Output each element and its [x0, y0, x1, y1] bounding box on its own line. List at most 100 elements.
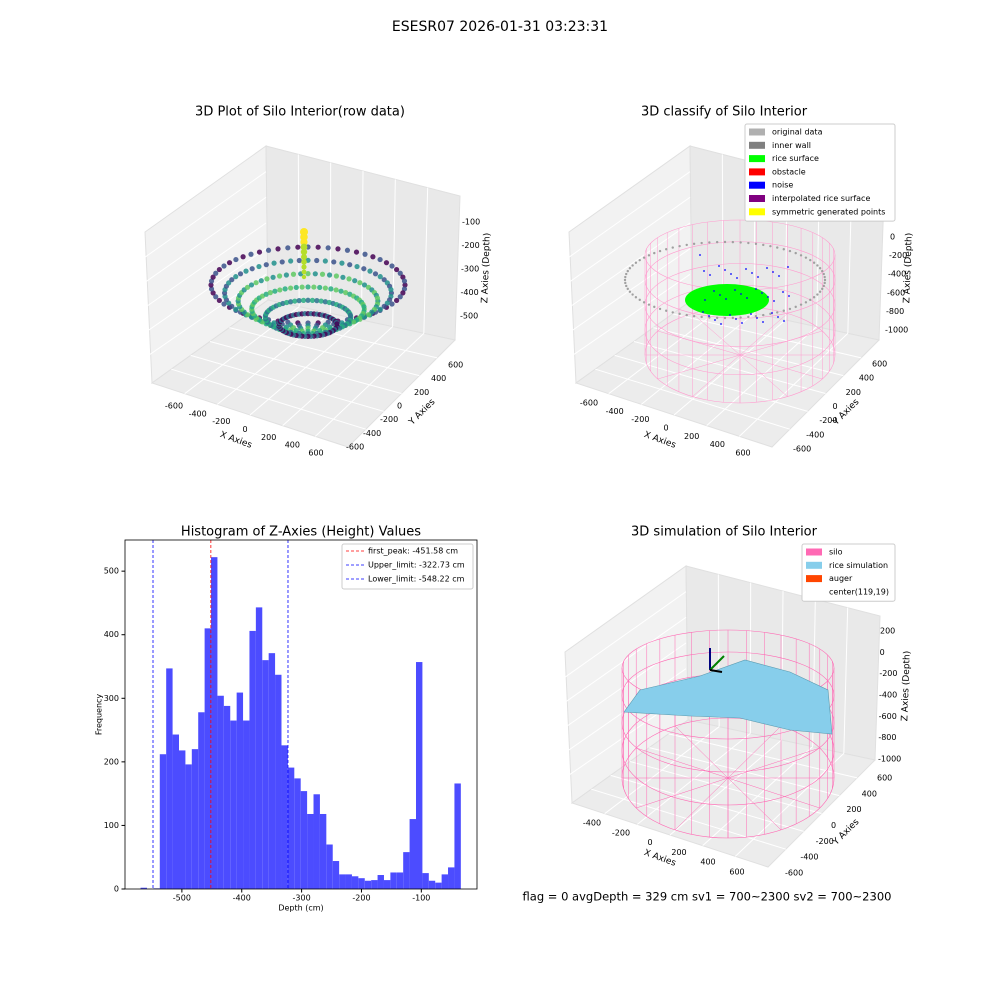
point-cloud: [322, 258, 328, 264]
bar: [415, 662, 423, 889]
point-cloud: [634, 261, 638, 264]
z-axis-label: Z Axies (Depth): [480, 233, 492, 304]
point-cloud: [700, 241, 703, 245]
point-cloud: [822, 272, 825, 276]
x-tick-label: -600: [580, 399, 598, 408]
legend-frame: [341, 543, 474, 590]
point-cloud: [290, 271, 297, 277]
y-tick-label: -400: [363, 429, 381, 438]
z-tick-label: 0: [890, 233, 895, 242]
point-cloud: [333, 287, 339, 293]
point-cloud: [300, 248, 308, 256]
y-tick-label: 400: [859, 374, 874, 383]
point-cloud: [344, 247, 351, 253]
point-cloud: [233, 274, 239, 280]
point-cloud: [370, 254, 376, 260]
pane-grid: [721, 154, 724, 307]
point-cloud: [288, 258, 294, 264]
legend-label: rice simulation: [829, 561, 888, 570]
point-cloud: [314, 257, 320, 264]
noise-point: [761, 292, 763, 294]
bar: [422, 873, 429, 889]
bar: [294, 778, 301, 889]
point-cloud: [285, 245, 291, 251]
cylinder-spoke: [657, 354, 741, 380]
z-tick-label: -200: [889, 251, 907, 260]
bar: [249, 630, 256, 889]
noise-point: [740, 293, 742, 295]
point-cloud: [367, 268, 373, 274]
point-cloud: [326, 272, 333, 278]
y-tick-label: 200: [104, 757, 119, 766]
point-cloud: [823, 275, 826, 279]
point-cloud: [747, 315, 750, 319]
z-tick-label: -1000: [878, 755, 901, 764]
point-cloud: [747, 241, 750, 245]
bar: [166, 668, 173, 889]
point-cloud: [638, 258, 641, 262]
y-tick-label: 0: [397, 402, 402, 411]
point-cloud: [271, 260, 277, 266]
y-tick-label: 500: [104, 567, 119, 576]
point-cloud: [821, 269, 824, 273]
point-cloud: [647, 254, 651, 257]
noise-point: [782, 291, 784, 293]
point-cloud: [653, 305, 656, 309]
point-cloud: [300, 238, 308, 246]
point-cloud: [708, 241, 711, 244]
point-cloud: [631, 293, 634, 296]
bar: [339, 874, 346, 889]
point-cloud: [762, 313, 765, 317]
noise-point: [755, 288, 757, 290]
cylinder-spoke: [692, 313, 741, 356]
z-tick-label: -800: [878, 733, 896, 742]
point-cloud: [804, 256, 808, 259]
point-cloud: [821, 287, 824, 291]
status-text: flag = 0 avgDepth = 329 cm sv1 = 700~230…: [523, 890, 892, 904]
bar: [159, 754, 167, 889]
point-cloud: [299, 284, 305, 290]
y-tick-label: 400: [104, 630, 119, 639]
bar: [255, 607, 263, 889]
x-tick-label: -400: [189, 409, 207, 418]
pane-grid: [144, 171, 267, 258]
legend-swatch: [749, 195, 765, 202]
point-cloud: [357, 280, 363, 286]
bar: [172, 734, 179, 889]
point-cloud: [809, 298, 812, 302]
legend-label: symmetric generated points: [772, 207, 885, 216]
point-cloud: [305, 297, 311, 303]
bar: [313, 794, 320, 889]
legend-label: inner wall: [772, 141, 811, 150]
pane-grid: [564, 642, 687, 728]
y-tick-label: 0: [114, 885, 119, 894]
noise-point: [719, 294, 721, 296]
noise-point: [703, 270, 705, 272]
x-tick-label: 200: [684, 432, 699, 441]
bar: [204, 628, 212, 889]
rice-surface: [685, 284, 769, 316]
noise-point: [772, 271, 774, 273]
point-cloud: [353, 249, 360, 255]
point-cloud: [338, 288, 344, 294]
z-axis-label: Z Axies (Depth): [900, 651, 912, 722]
y-tick-label: -200: [380, 415, 398, 424]
point-cloud: [628, 290, 632, 293]
point-cloud: [782, 309, 785, 312]
point-cloud: [229, 303, 235, 309]
bar: [281, 745, 288, 889]
point-cloud: [804, 301, 808, 304]
point-cloud: [317, 284, 323, 291]
y-tick-label: -600: [785, 869, 803, 878]
point-cloud: [312, 271, 318, 277]
cylinder-spoke: [739, 330, 823, 356]
point-cloud: [823, 281, 826, 285]
point-cloud: [352, 278, 358, 284]
x-tick-label: -100: [412, 894, 430, 903]
z-tick-label: -600: [879, 712, 897, 721]
bar: [358, 878, 365, 889]
point-cloud: [208, 282, 214, 288]
point-cloud: [389, 263, 395, 269]
pane-grid: [423, 187, 429, 334]
x-tick-label: 200: [261, 433, 276, 442]
